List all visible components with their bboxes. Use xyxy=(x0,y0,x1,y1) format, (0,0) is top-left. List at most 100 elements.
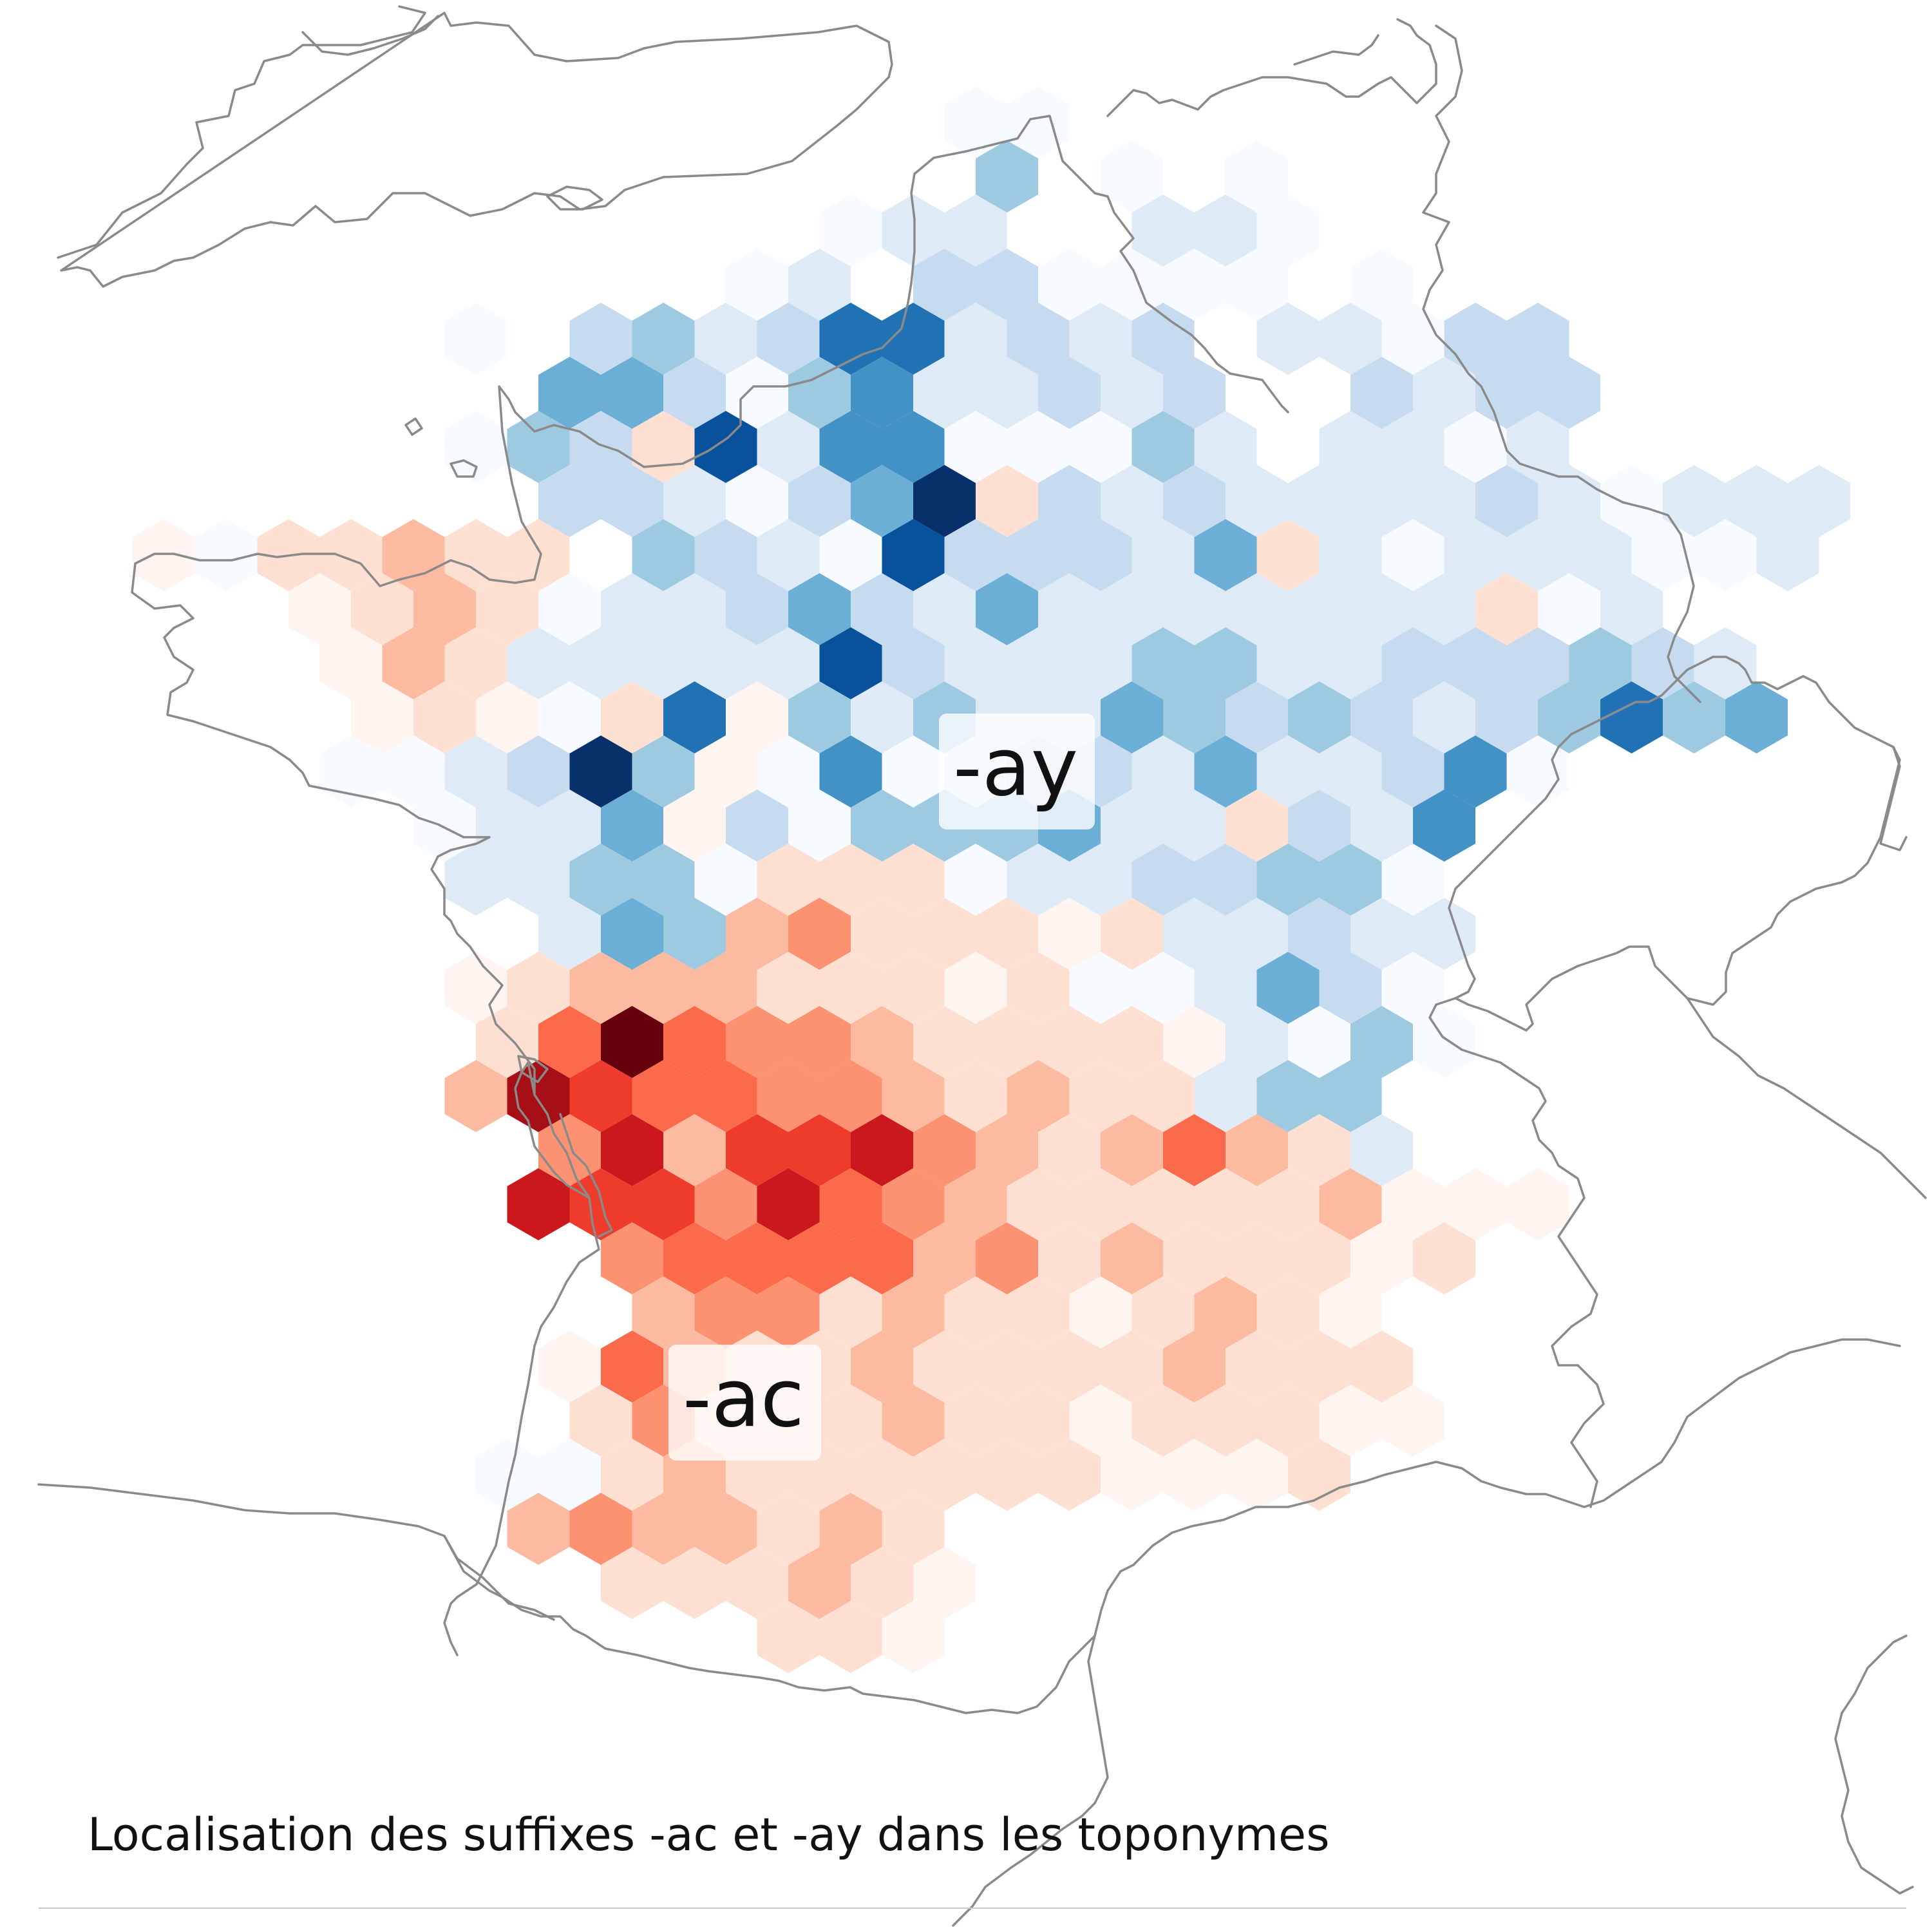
hex-cell-ac xyxy=(944,1276,1007,1349)
border-germany-east xyxy=(1422,289,1701,703)
hex-cell-ac xyxy=(976,1331,1038,1403)
hex-cell-ay xyxy=(1319,411,1382,483)
hex-cell-ac xyxy=(726,681,788,753)
hex-cell-ay xyxy=(726,249,788,321)
hex-cell-ac xyxy=(1381,1168,1444,1240)
hex-cell-ac xyxy=(351,573,413,645)
hex-cell-ay xyxy=(976,573,1038,645)
hex-cell-ac xyxy=(726,1006,788,1078)
hex-cell-ay xyxy=(1569,519,1632,591)
hex-cell-ac xyxy=(663,1114,726,1186)
hex-cell-ac xyxy=(569,1493,632,1565)
hex-cell-ay xyxy=(507,735,570,808)
hex-cell-ay xyxy=(788,681,851,753)
hex-cell-ay xyxy=(1381,952,1444,1024)
hex-cell-ac xyxy=(726,1547,788,1619)
hex-cell-ay xyxy=(444,844,507,916)
hex-cell-ac xyxy=(1101,1006,1163,1078)
hex-cell-ay xyxy=(1163,465,1226,537)
hex-cell-ac xyxy=(913,1331,976,1403)
hex-cell-ay xyxy=(1038,249,1101,321)
hex-cell-ay xyxy=(1444,627,1507,699)
hex-cell-ac xyxy=(788,898,851,970)
hex-cell-ay xyxy=(444,303,507,375)
hex-cell-ay xyxy=(538,790,601,862)
hex-cell-ay xyxy=(1350,249,1413,321)
hex-cell-ay xyxy=(1132,194,1195,267)
hex-cell-ay xyxy=(1538,465,1600,537)
hex-cell-ay xyxy=(1350,898,1413,970)
hex-cell-ac xyxy=(976,465,1038,537)
hex-cell-ac xyxy=(757,952,820,1024)
hex-cell-ac xyxy=(1256,1276,1320,1349)
hex-cell-ay xyxy=(1226,898,1288,970)
hex-cell-ac xyxy=(1226,1439,1288,1511)
hex-cell-ac xyxy=(1038,1439,1101,1511)
hex-cell-ac xyxy=(944,1385,1007,1457)
hex-cell-ay xyxy=(1163,249,1226,321)
coastlines xyxy=(37,5,1927,1927)
border-switzerland xyxy=(1448,656,1901,1032)
hex-cell-ac xyxy=(1007,1060,1070,1132)
hex-cell-ay xyxy=(726,790,788,862)
hex-cell-ac xyxy=(1475,573,1538,645)
hex-cell-ay xyxy=(1101,790,1163,862)
hex-cell-ay xyxy=(851,465,913,537)
hex-cell-ac xyxy=(819,1060,882,1132)
hex-cell-ay xyxy=(1226,249,1288,321)
label-ay: -ay xyxy=(939,714,1095,829)
hex-cell-ay xyxy=(851,573,913,645)
hex-cell-ac xyxy=(507,1168,570,1240)
hex-cell-ay xyxy=(1132,627,1195,699)
hex-cell-ay xyxy=(1288,790,1350,862)
hex-cell-ay xyxy=(601,790,663,862)
hex-cell-ay xyxy=(1132,519,1195,591)
hex-cell-ac xyxy=(1163,1439,1226,1511)
hex-cell-ay xyxy=(1194,735,1257,808)
hex-cell-ac xyxy=(444,627,507,699)
coastline-great-britain xyxy=(57,5,893,288)
hex-cell-ay xyxy=(757,411,820,483)
hex-cell-ay xyxy=(1194,194,1257,267)
hex-cell-ay xyxy=(1132,952,1195,1024)
hex-cell-ay xyxy=(413,790,476,862)
hex-cell-ac xyxy=(1007,952,1070,1024)
hex-cell-ay xyxy=(1007,86,1070,158)
hex-cell-ay xyxy=(1194,952,1257,1024)
hex-cell-ay xyxy=(1163,681,1226,753)
hex-cell-ac xyxy=(694,735,757,808)
map-title: Localisation des suffixes -ac et -ay dan… xyxy=(88,1808,1330,1861)
hex-cell-ay xyxy=(1600,681,1663,753)
hex-cell-ac xyxy=(444,952,507,1024)
hex-cell-ay xyxy=(1538,573,1600,645)
hex-cell-ay xyxy=(538,681,601,753)
hex-cell-ay xyxy=(819,303,882,375)
hex-cell-ay xyxy=(632,844,695,916)
hex-cell-ay xyxy=(569,627,632,699)
hex-cell-ac xyxy=(913,1222,976,1294)
hex-cell-ay xyxy=(1319,952,1382,1024)
hex-cell-ay xyxy=(1038,357,1101,429)
hex-cell-ay xyxy=(632,519,695,591)
hex-cell-ay xyxy=(1506,519,1569,591)
hex-cell-ac xyxy=(819,1276,882,1349)
hex-cell-ac xyxy=(319,627,383,699)
hex-cell-ay xyxy=(1413,790,1475,862)
hex-cell-ac xyxy=(413,573,476,645)
hex-cell-ac xyxy=(1101,1439,1163,1511)
hex-cell-ac xyxy=(726,1222,788,1294)
hex-cell-ac xyxy=(507,952,570,1024)
hex-cell-ay xyxy=(1007,519,1070,591)
hex-cell-ac xyxy=(976,898,1038,970)
hex-cell-ac xyxy=(851,1547,913,1619)
hex-cell-ay xyxy=(1413,1006,1475,1078)
hex-cell-ac xyxy=(538,1331,601,1403)
border-italy-north xyxy=(1686,997,1927,1199)
hex-cell-ac xyxy=(944,1168,1007,1240)
hex-cell-ay xyxy=(694,844,757,916)
hex-cell-ac xyxy=(726,898,788,970)
hex-cell-ay xyxy=(1226,465,1288,537)
hex-cell-ac xyxy=(1007,1385,1070,1457)
hex-cell-ay xyxy=(913,357,976,429)
hex-cell-ay xyxy=(1256,303,1320,375)
